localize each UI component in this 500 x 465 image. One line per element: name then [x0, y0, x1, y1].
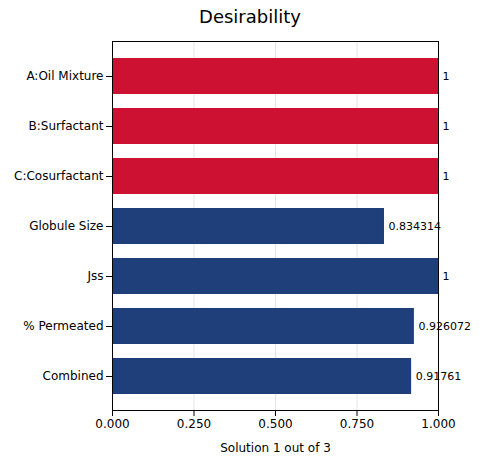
svg-text:1: 1 [443, 170, 450, 183]
svg-text:0.250: 0.250 [177, 417, 211, 431]
svg-text:A:Oil Mixture: A:Oil Mixture [26, 69, 103, 83]
svg-text:0.926072: 0.926072 [418, 320, 471, 333]
svg-text:Jss: Jss [86, 269, 103, 283]
svg-text:B:Surfactant: B:Surfactant [29, 119, 104, 133]
svg-text:0.000: 0.000 [95, 417, 129, 431]
svg-text:1: 1 [443, 70, 450, 83]
svg-text:Solution 1 out of 3: Solution 1 out of 3 [220, 441, 331, 455]
svg-text:1.000: 1.000 [421, 417, 455, 431]
svg-text:0.834314: 0.834314 [388, 220, 441, 233]
svg-text:0.500: 0.500 [258, 417, 292, 431]
svg-text:C:Cosurfactant: C:Cosurfactant [14, 169, 104, 183]
svg-text:0.750: 0.750 [340, 417, 374, 431]
svg-text:Globule Size: Globule Size [29, 219, 103, 233]
svg-text:% Permeated: % Permeated [23, 319, 103, 333]
svg-text:0.91761: 0.91761 [415, 370, 462, 383]
svg-text:1: 1 [443, 270, 450, 283]
svg-text:Combined: Combined [43, 369, 104, 383]
html-text:Desirability: Desirability [199, 6, 301, 27]
svg-text:1: 1 [443, 120, 450, 133]
